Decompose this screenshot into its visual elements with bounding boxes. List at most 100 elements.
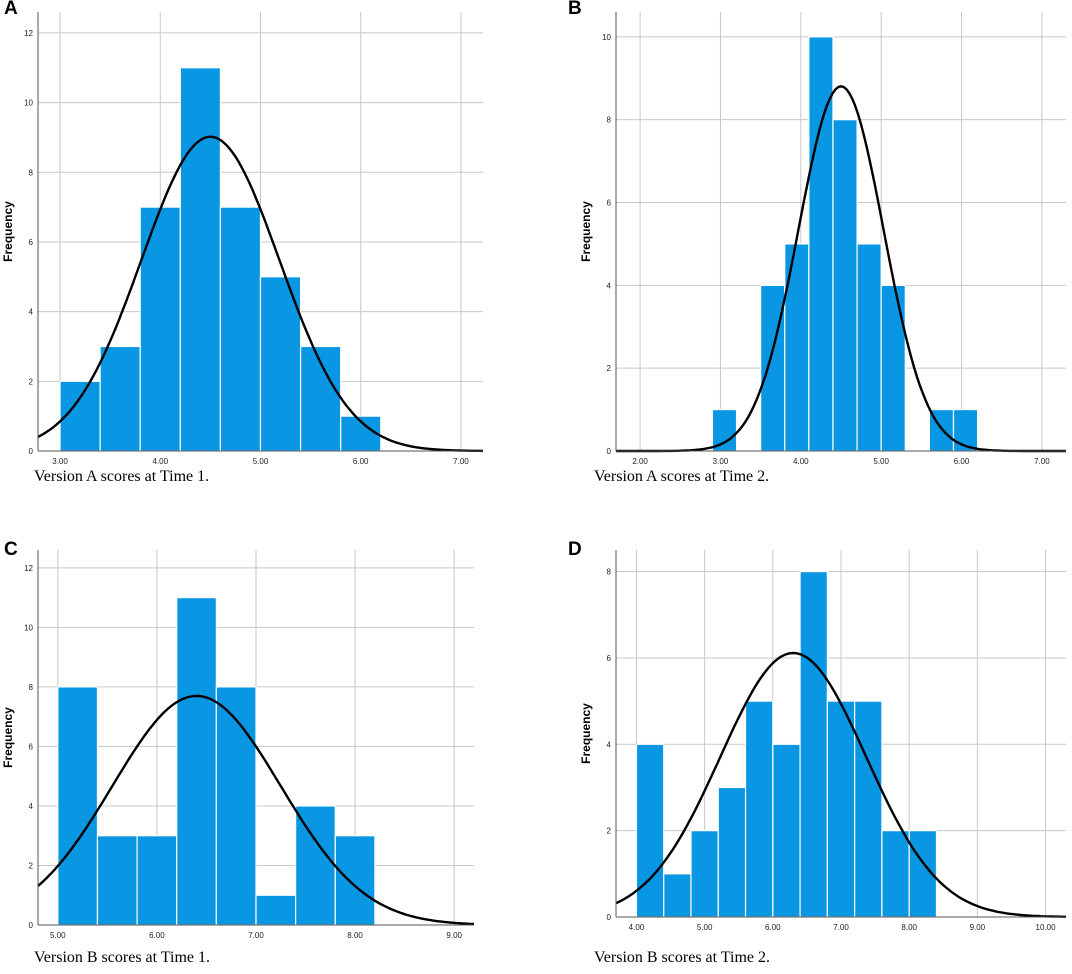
y-tick-label: 10 [602,33,611,42]
caption: Version B scores at Time 1. [34,949,210,966]
normal-curve [615,651,1067,918]
histogram-bar [826,700,856,918]
histogram-bar [96,835,138,926]
normal-curve [37,694,475,926]
y-axis-label: Frequency [579,201,593,262]
y-tick-label: 8 [29,168,34,177]
histogram-bar [952,408,979,452]
y-tick-label: 4 [607,281,612,290]
histogram-bar [334,835,376,926]
y-tick-label: 8 [607,116,612,125]
y-tick-label: 4 [607,740,612,749]
histogram-bar [295,805,336,926]
histogram-bar [176,597,217,926]
histogram-bar [854,700,883,918]
histogram-c: 0 2 4 6 8 10 12 5.00 6.00 7.00 8.00 9.00 Frequency [1,550,475,940]
histogram-bar [663,873,692,918]
y-tick-label: 2 [29,377,34,386]
panel-a: A 0 2 4 6 8 10 12 3.00 4.00 5.00 6.00 7.00 Frequency… [0,0,536,487]
histogram-bar [856,243,882,452]
x-tick-label: 6.00 [765,923,781,932]
y-tick-label: 8 [29,683,34,692]
y-tick-label: 6 [29,742,34,751]
histogram-d: 0 2 4 6 8 4.00 5.00 6.00 7.00 8.00 9.00 10.00 Freque… [579,550,1067,932]
y-tick-label: 8 [607,568,612,577]
x-tick-label: 7.00 [833,923,849,932]
x-tick-label: 10.00 [1036,923,1057,932]
x-tick-label: 4.00 [152,457,168,466]
x-tick-label: 7.00 [1034,457,1050,466]
histogram-b: 0 2 4 6 8 10 2.00 3.00 4.00 5.00 6.00 7.00 Frequency [579,12,1066,466]
histogram-bar [690,830,719,918]
x-tick-label: 7.00 [453,457,469,466]
histogram-bar [136,835,178,926]
x-tick-label: 4.00 [629,923,645,932]
panel-label: A [4,0,18,19]
x-tick-label: 9.00 [446,931,462,940]
y-tick-label: 12 [24,564,33,573]
panel-d: D 0 2 4 6 8 4.00 5.00 6.00 7.00 8.00 9.00 10.00 Freq… [536,487,1072,974]
caption: Version B scores at Time 2. [594,949,770,966]
panel-c: C 0 2 4 6 8 10 12 5.00 6.00 7.00 8.00 9.00 Frequency… [0,487,536,974]
y-tick-label: 10 [24,99,33,108]
caption: Version A scores at Time 2. [594,468,770,485]
histogram-bar [880,284,906,452]
histogram-a: 0 2 4 6 8 10 12 3.00 4.00 5.00 6.00 7.00 Frequency [1,12,484,466]
x-tick-label: 7.00 [248,931,264,940]
histogram-bar [784,243,810,452]
panel-b: B 0 2 4 6 8 10 2.00 3.00 4.00 5.00 6.00 7.00 Frequen… [536,0,1072,487]
x-tick-label: 8.00 [347,931,363,940]
histogram-bar [259,276,302,452]
panel-label: C [4,539,18,560]
histogram-bar [57,686,99,926]
histogram-bar [799,570,828,918]
y-tick-label: 6 [607,654,612,663]
y-tick-label: 6 [29,238,34,247]
x-tick-label: 4.00 [793,457,809,466]
x-tick-label: 8.00 [901,923,917,932]
y-axis-label: Frequency [1,707,15,768]
x-tick-label: 6.00 [954,457,970,466]
x-tick-label: 3.00 [713,457,729,466]
histogram-bar [99,345,141,452]
normal-curve [37,135,484,453]
y-axis-label: Frequency [1,201,15,262]
y-tick-label: 6 [607,199,612,208]
y-tick-label: 0 [607,447,612,456]
histogram-bar [744,700,774,918]
y-tick-label: 0 [29,447,34,456]
histogram-bar [717,786,747,918]
histogram-bar [179,67,222,452]
histogram-bar [219,206,262,452]
panel-label: B [568,0,582,19]
histogram-bar [772,743,801,918]
y-tick-label: 10 [24,623,33,632]
x-tick-label: 5.00 [253,457,269,466]
x-tick-label: 5.00 [50,931,66,940]
histogram-bar [635,743,665,918]
histogram-bar [59,380,101,452]
histogram-bar [215,686,257,926]
x-tick-label: 5.00 [697,923,713,932]
y-tick-label: 0 [607,913,612,922]
normal-curve [616,85,1066,453]
y-tick-label: 12 [24,29,33,38]
x-tick-label: 3.00 [52,457,68,466]
histogram-bar [832,119,858,452]
x-tick-label: 2.00 [632,457,648,466]
y-tick-label: 4 [29,802,34,811]
y-axis-label: Frequency [579,703,593,764]
histogram-bar [255,894,297,926]
y-tick-label: 0 [29,921,34,930]
caption: Version A scores at Time 1. [34,468,210,485]
x-tick-label: 9.00 [970,923,986,932]
y-tick-label: 2 [29,861,34,870]
histogram-bar [881,830,910,918]
x-tick-label: 5.00 [873,457,889,466]
panel-label: D [568,539,582,560]
x-tick-label: 6.00 [353,457,369,466]
y-tick-label: 4 [29,308,34,317]
y-tick-label: 2 [607,364,612,373]
x-tick-label: 6.00 [149,931,165,940]
y-tick-label: 2 [607,827,612,836]
